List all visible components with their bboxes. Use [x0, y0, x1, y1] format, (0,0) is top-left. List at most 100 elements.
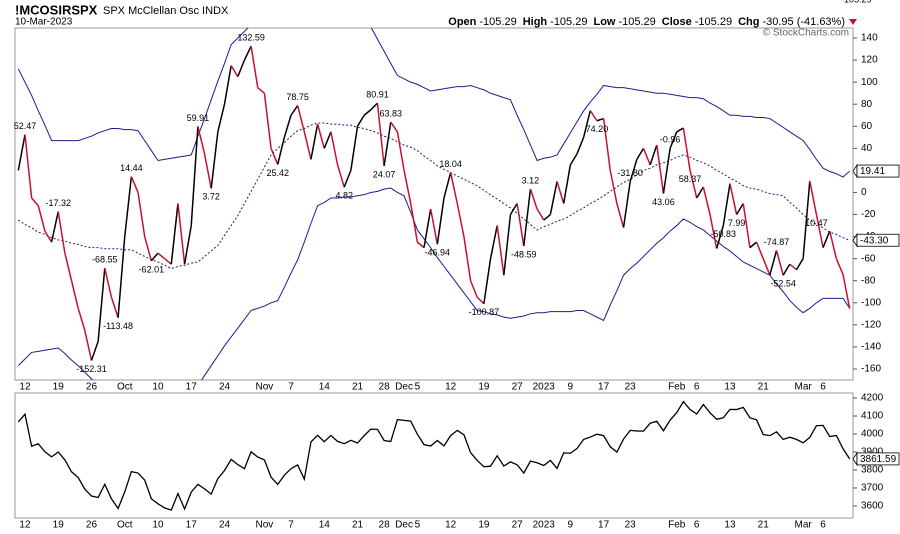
osc-segment — [183, 225, 192, 265]
osc-segment — [237, 59, 246, 77]
quote: Open -105.29 High -105.29 Low -105.29 Close -10… — [448, 16, 845, 28]
x-tick-label: 7 — [288, 520, 294, 531]
point-label: -113.48 — [103, 321, 133, 331]
y-tick-label: 4200 — [861, 393, 884, 404]
x-tick-label: 23 — [625, 382, 637, 393]
x-tick-label: 21 — [352, 382, 364, 393]
x-tick-label: 6 — [820, 382, 826, 393]
y-tick-label: -60 — [861, 253, 876, 264]
osc-segment — [230, 65, 239, 78]
osc-segment — [310, 123, 319, 160]
osc-segment — [662, 148, 671, 194]
osc-segment — [403, 170, 412, 204]
y-tick-label: -100 — [861, 297, 881, 308]
osc-segment — [37, 205, 46, 232]
point-label: 58.37 — [679, 174, 702, 184]
osc-segment — [24, 134, 33, 199]
osc-segment — [290, 105, 299, 116]
osc-segment — [210, 131, 219, 189]
x-tick-label: 27 — [512, 520, 524, 531]
osc-segment — [330, 131, 339, 166]
x-tick-label: Oct — [117, 382, 133, 393]
osc-segment — [177, 203, 186, 265]
osc-segment — [483, 258, 492, 304]
osc-segment — [283, 115, 292, 138]
osc-segment — [396, 131, 405, 171]
x-tick-label: 21 — [352, 520, 364, 531]
x-tick-label: 26 — [86, 520, 98, 531]
quote-label: Open — [448, 16, 476, 28]
x-tick-label: 28 — [379, 382, 391, 393]
osc-segment — [556, 181, 565, 204]
x-tick-label: 9 — [568, 520, 574, 531]
osc-segment — [110, 297, 119, 318]
x-tick-label: 17 — [598, 382, 610, 393]
x-tick-label: 2023 — [533, 382, 556, 393]
osc-segment — [50, 211, 59, 243]
osc-segment — [649, 144, 658, 166]
osc-segment — [789, 263, 797, 271]
osc-segment — [815, 214, 824, 248]
osc-segment — [376, 103, 385, 167]
point-label: 132.59 — [237, 33, 265, 43]
osc-segment — [257, 87, 265, 94]
x-tick-label: 26 — [86, 382, 98, 393]
x-tick-label: Nov — [256, 520, 274, 531]
point-label: 43.06 — [652, 197, 675, 207]
osc-segment — [842, 274, 851, 309]
osc-segment — [243, 45, 252, 61]
x-tick-label: 2023 — [533, 520, 556, 531]
x-tick-label: 6 — [694, 520, 700, 531]
quote-label: High — [523, 16, 548, 28]
point-label: 7.99 — [728, 218, 746, 228]
point-label: -62.01 — [139, 264, 165, 274]
x-tick-label: 19 — [478, 520, 490, 531]
osc-segment — [835, 258, 844, 275]
last-value-pointer — [852, 451, 858, 467]
x-tick-label: 5 — [415, 520, 421, 531]
quote-value: -105.29 — [479, 16, 516, 28]
line — [17, 400, 851, 511]
osc-segment — [223, 65, 232, 105]
osc-segment — [709, 214, 718, 249]
x-tick-label: 10 — [152, 520, 164, 531]
osc-segment — [529, 188, 538, 210]
last-value-box — [856, 164, 900, 178]
osc-segment — [203, 153, 212, 189]
osc-segment — [742, 203, 751, 248]
osc-segment — [609, 170, 618, 204]
point-label: 80.91 — [366, 90, 389, 100]
y-tick-label: 3600 — [861, 501, 884, 512]
osc-segment — [543, 213, 551, 221]
x-tick-label: 19 — [53, 520, 65, 531]
osc-segment — [57, 211, 66, 254]
osc-segment — [370, 102, 378, 111]
osc-segment — [270, 148, 279, 165]
point-label: -46.94 — [425, 248, 451, 258]
osc-segment — [622, 181, 631, 228]
osc-segment — [423, 208, 432, 248]
osc-segment — [755, 241, 764, 259]
osc-segment — [516, 203, 525, 247]
point-label: -31.80 — [617, 168, 643, 178]
osc-segment — [822, 230, 831, 248]
x-tick-label: 9 — [568, 382, 574, 393]
y-tick-label: 60 — [861, 121, 873, 132]
x-tick-label: Mar — [795, 520, 813, 531]
osc-segment — [616, 203, 625, 228]
x-tick-label: 24 — [219, 520, 231, 531]
point-label: -50.83 — [711, 229, 737, 239]
osc-segment — [64, 252, 73, 281]
point-label: 25.42 — [266, 168, 289, 178]
point-label: 74.20 — [586, 124, 609, 134]
osc-segment — [496, 225, 505, 276]
y-tick-label: -120 — [861, 319, 881, 330]
line — [17, 28, 851, 178]
x-tick-label: 10 — [152, 382, 164, 393]
osc-segment — [263, 93, 272, 149]
quote-value: -105.29 — [695, 16, 732, 28]
osc-segment — [762, 258, 771, 276]
x-tick-label: 17 — [598, 520, 610, 531]
